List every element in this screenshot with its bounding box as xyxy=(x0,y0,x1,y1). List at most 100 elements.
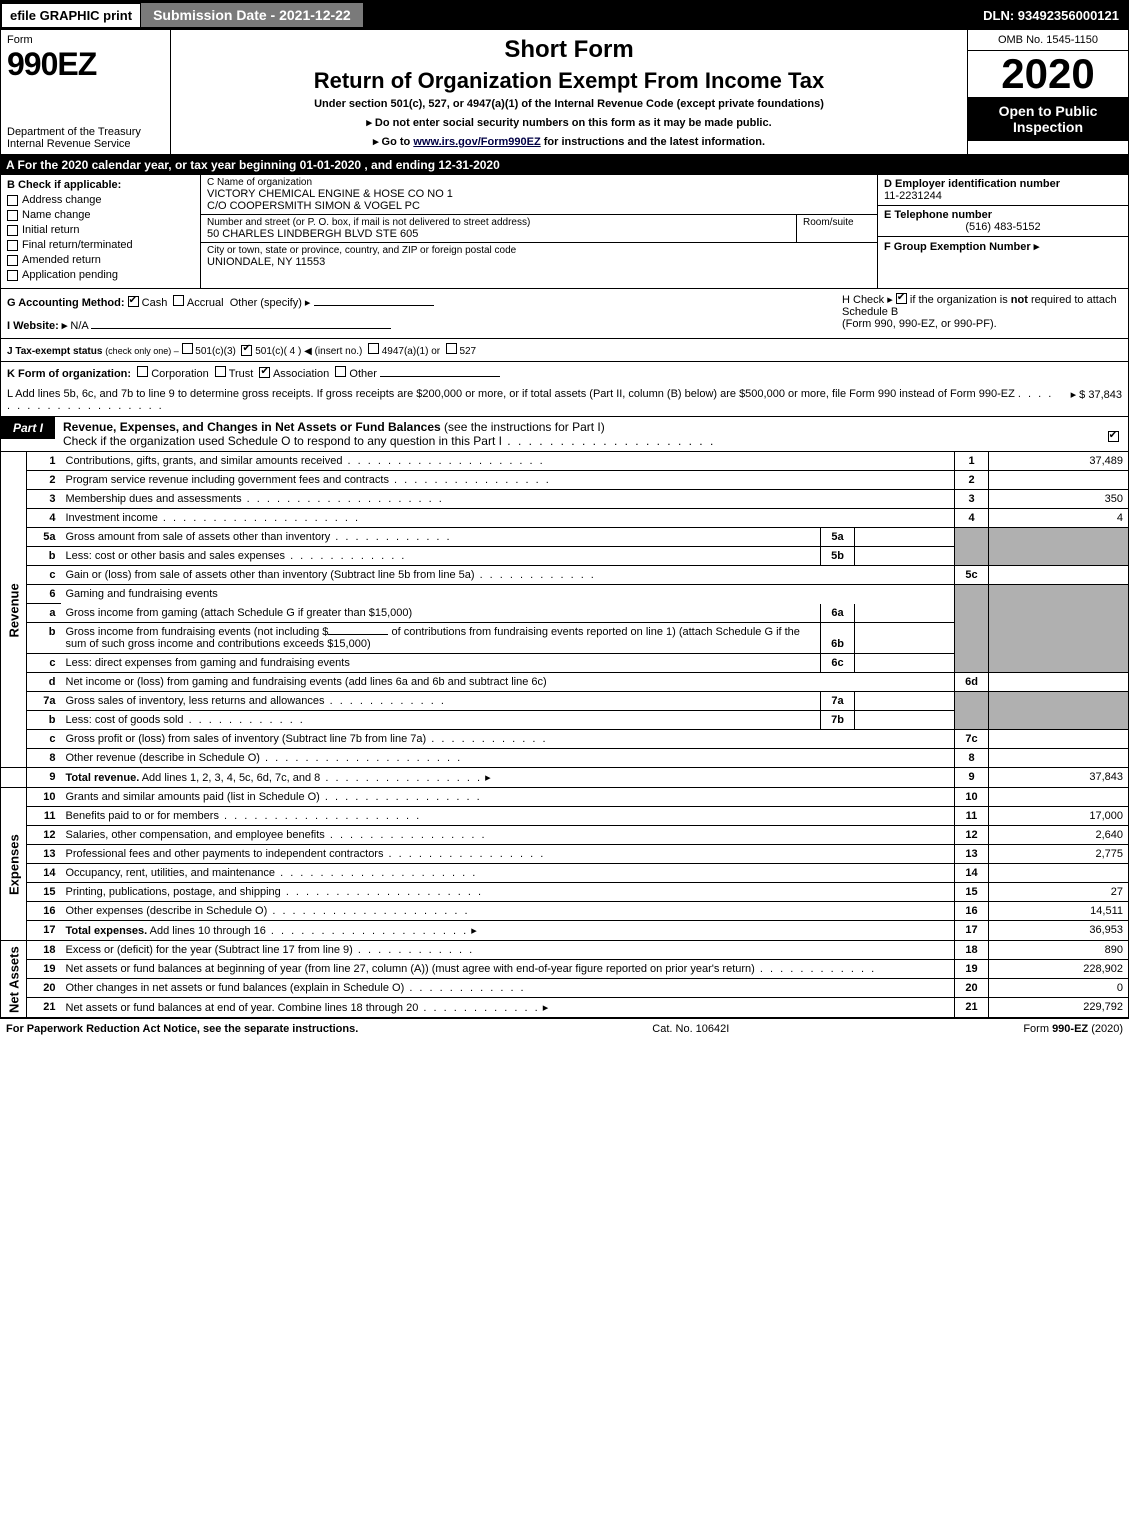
h-text1: H Check ▸ xyxy=(842,294,896,306)
header-center: Short Form Return of Organization Exempt… xyxy=(171,30,968,154)
line-7a: 7a Gross sales of inventory, less return… xyxy=(1,692,1129,711)
k-other: Other xyxy=(349,368,377,380)
checkbox-accrual[interactable] xyxy=(173,295,184,306)
checkbox-501c3[interactable] xyxy=(182,343,193,354)
cash-label: Cash xyxy=(142,297,168,309)
form-number: 990EZ xyxy=(7,46,164,83)
address-change-label: Address change xyxy=(22,194,102,206)
k-other-input[interactable] xyxy=(380,376,500,377)
arrow-icon: ▸ xyxy=(543,1002,549,1014)
checkbox-address-change[interactable] xyxy=(7,195,18,206)
ein-value: 11-2231244 xyxy=(884,190,1122,202)
checkbox-association[interactable] xyxy=(259,367,270,378)
j-sub: (check only one) – xyxy=(105,346,179,356)
c-room-label: Room/suite xyxy=(803,217,871,228)
header-left: Form 990EZ Department of the Treasury In… xyxy=(1,30,171,154)
dln-label: DLN: 93492356000121 xyxy=(975,4,1127,27)
section-c: C Name of organization VICTORY CHEMICAL … xyxy=(201,175,878,288)
open-to-public: Open to Public Inspection xyxy=(968,97,1128,141)
part1-title: Revenue, Expenses, and Changes in Net As… xyxy=(55,417,1098,451)
checkbox-amended-return[interactable] xyxy=(7,255,18,266)
bc-row: B Check if applicable: Address change Na… xyxy=(0,175,1129,289)
tax-year: 2020 xyxy=(968,51,1128,97)
e-phone-label: E Telephone number xyxy=(884,209,1122,221)
accrual-label: Accrual xyxy=(187,297,224,309)
org-street: 50 CHARLES LINDBERGH BLVD STE 605 xyxy=(207,228,790,240)
name-change-label: Name change xyxy=(22,209,91,221)
g-label: G Accounting Method: xyxy=(7,297,125,309)
submission-date-button[interactable]: Submission Date - 2021-12-22 xyxy=(140,2,364,28)
6b-contrib-input[interactable] xyxy=(328,634,388,635)
omb-number: OMB No. 1545-1150 xyxy=(968,30,1128,51)
checkbox-cash[interactable] xyxy=(128,296,139,307)
c-city-label: City or town, state or province, country… xyxy=(207,245,871,256)
d-ein-label: D Employer identification number xyxy=(884,178,1122,190)
i-website-label: I Website: ▸ xyxy=(7,320,67,332)
checkbox-501c[interactable] xyxy=(241,345,252,356)
l-amount-label: ▸ $ xyxy=(1071,389,1086,401)
checkbox-4947a1[interactable] xyxy=(368,343,379,354)
checkbox-other-org[interactable] xyxy=(335,366,346,377)
k-label: K Form of organization: xyxy=(7,368,131,380)
part1-table: Revenue 1 Contributions, gifts, grants, … xyxy=(0,452,1129,1018)
other-specify-input[interactable] xyxy=(314,305,434,306)
department-label: Department of the Treasury Internal Reve… xyxy=(7,126,164,150)
checkbox-final-return[interactable] xyxy=(7,240,18,251)
j-527: 527 xyxy=(459,346,476,357)
checkbox-trust[interactable] xyxy=(215,366,226,377)
line-9: 9 Total revenue. Add lines 1, 2, 3, 4, 5… xyxy=(1,768,1129,788)
line-15: 15 Printing, publications, postage, and … xyxy=(1,883,1129,902)
line-5c: c Gain or (loss) from sale of assets oth… xyxy=(1,566,1129,585)
line-6: 6 Gaming and fundraising events xyxy=(1,585,1129,604)
section-b-title: B Check if applicable: xyxy=(7,179,194,191)
checkbox-application-pending[interactable] xyxy=(7,270,18,281)
checkbox-schedule-o-part1[interactable] xyxy=(1108,431,1119,442)
line-4: 4 Investment income 4 4 xyxy=(1,509,1129,528)
irs-link[interactable]: www.irs.gov/Form990EZ xyxy=(413,136,540,148)
line-2: 2 Program service revenue including gove… xyxy=(1,471,1129,490)
section-l: L Add lines 5b, 6c, and 7b to line 9 to … xyxy=(0,384,1129,417)
form-label: Form xyxy=(7,34,164,46)
section-a-tax-year: A For the 2020 calendar year, or tax yea… xyxy=(0,155,1129,175)
section-h: H Check ▸ if the organization is not req… xyxy=(842,293,1122,334)
section-b: B Check if applicable: Address change Na… xyxy=(1,175,201,288)
final-return-label: Final return/terminated xyxy=(22,239,133,251)
line-6d: d Net income or (loss) from gaming and f… xyxy=(1,673,1129,692)
j-501c: 501(c)( 4 ) ◀ (insert no.) xyxy=(255,346,362,357)
other-label: Other (specify) ▸ xyxy=(230,297,311,309)
revenue-side-label: Revenue xyxy=(1,452,27,768)
line-10: Expenses 10 Grants and similar amounts p… xyxy=(1,788,1129,807)
checkbox-schedule-b-not-required[interactable] xyxy=(896,293,907,304)
j-501c3: 501(c)(3) xyxy=(195,346,236,357)
cat-no: Cat. No. 10642I xyxy=(652,1023,729,1035)
gh-row: G Accounting Method: Cash Accrual Other … xyxy=(0,289,1129,339)
phone-value: (516) 483-5152 xyxy=(884,221,1122,233)
line-13: 13 Professional fees and other payments … xyxy=(1,845,1129,864)
c-street-label: Number and street (or P. O. box, if mail… xyxy=(207,217,790,228)
checkbox-corporation[interactable] xyxy=(137,366,148,377)
checkbox-name-change[interactable] xyxy=(7,210,18,221)
line-16: 16 Other expenses (describe in Schedule … xyxy=(1,902,1129,921)
l-amount: 37,843 xyxy=(1088,389,1122,401)
checkbox-527[interactable] xyxy=(446,343,457,354)
f-group-label: F Group Exemption Number ▸ xyxy=(884,241,1039,253)
efile-print-button[interactable]: efile GRAPHIC print xyxy=(2,4,140,27)
line-5a: 5a Gross amount from sale of assets othe… xyxy=(1,528,1129,547)
section-def: D Employer identification number 11-2231… xyxy=(878,175,1128,288)
website-value: N/A xyxy=(70,320,88,332)
k-trust: Trust xyxy=(229,368,254,380)
page-footer: For Paperwork Reduction Act Notice, see … xyxy=(0,1018,1129,1039)
org-name-line2: C/O COOPERSMITH SIMON & VOGEL PC xyxy=(207,200,871,212)
org-city: UNIONDALE, NY 11553 xyxy=(207,256,871,268)
k-corp: Corporation xyxy=(151,368,208,380)
part1-tab: Part I xyxy=(1,417,55,439)
section-g: G Accounting Method: Cash Accrual Other … xyxy=(7,293,842,334)
section-j: J Tax-exempt status (check only one) – 5… xyxy=(0,339,1129,362)
line-3: 3 Membership dues and assessments 3 350 xyxy=(1,490,1129,509)
short-form-title: Short Form xyxy=(179,36,959,64)
website-underline xyxy=(91,328,391,329)
k-assoc: Association xyxy=(273,368,329,380)
amended-return-label: Amended return xyxy=(22,254,101,266)
checkbox-initial-return[interactable] xyxy=(7,225,18,236)
privacy-note: ▸ Do not enter social security numbers o… xyxy=(179,116,959,129)
